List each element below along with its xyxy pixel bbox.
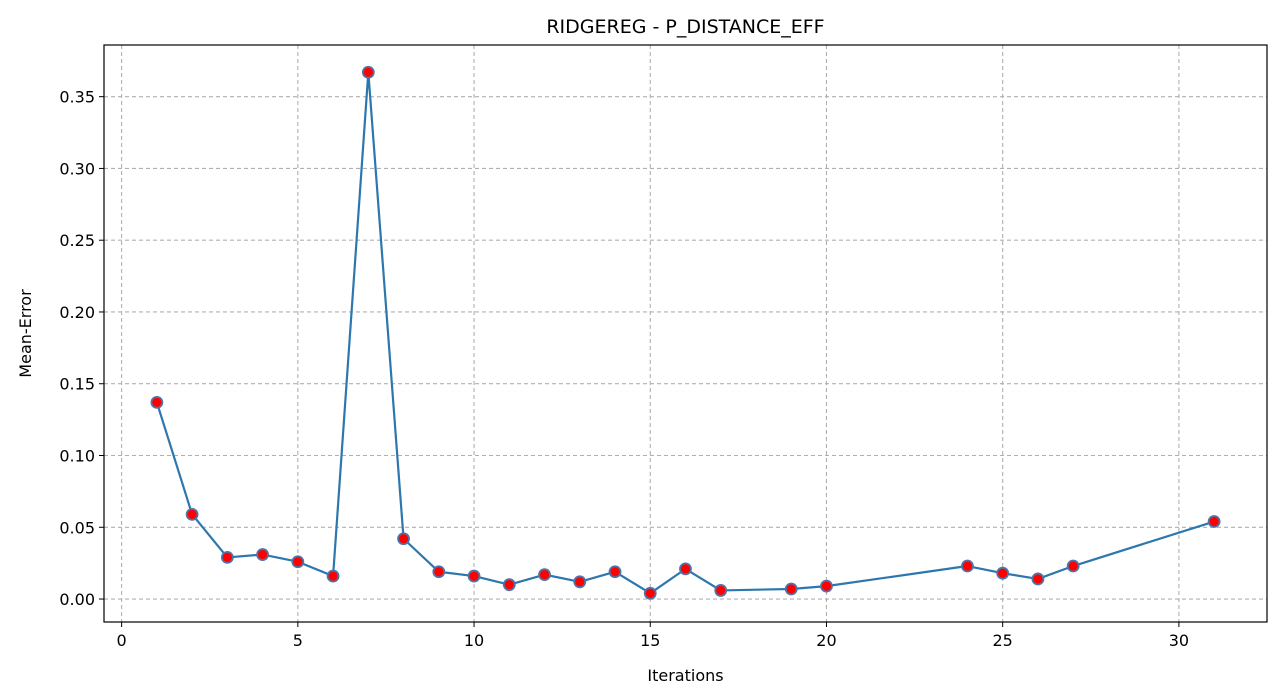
data-point bbox=[502, 578, 516, 592]
y-tick-label: 0.20 bbox=[59, 303, 95, 322]
data-point bbox=[185, 507, 199, 521]
y-tick-label: 0.35 bbox=[59, 88, 95, 107]
data-point bbox=[538, 568, 551, 582]
data-point bbox=[361, 65, 375, 79]
data-point bbox=[961, 559, 974, 573]
x-tick-label: 20 bbox=[816, 631, 836, 650]
series-line-group bbox=[155, 71, 1215, 595]
x-tick-label: 30 bbox=[1169, 631, 1189, 650]
data-point bbox=[326, 569, 340, 583]
data-point bbox=[608, 565, 622, 579]
x-tick-label: 0 bbox=[117, 631, 127, 650]
data-point bbox=[573, 575, 587, 589]
series-line bbox=[155, 71, 1215, 595]
y-tick-label: 0.00 bbox=[59, 590, 95, 609]
x-axis-title: Iterations bbox=[647, 666, 723, 685]
data-point bbox=[397, 532, 410, 546]
y-axis-title: Mean-Error bbox=[16, 289, 35, 378]
data-point bbox=[643, 586, 657, 600]
data-point bbox=[714, 584, 728, 597]
x-tick-label: 10 bbox=[464, 631, 484, 650]
data-point bbox=[996, 566, 1010, 580]
data-point bbox=[256, 548, 269, 561]
grid bbox=[104, 45, 1267, 622]
data-point bbox=[1031, 572, 1045, 586]
data-point bbox=[820, 579, 833, 593]
x-tick-label: 5 bbox=[293, 631, 303, 650]
y-tick-label: 0.05 bbox=[59, 518, 95, 537]
data-point bbox=[220, 551, 234, 564]
data-point bbox=[291, 555, 305, 569]
y-tick-label: 0.30 bbox=[59, 159, 95, 178]
x-tick-label: 15 bbox=[640, 631, 660, 650]
data-points bbox=[150, 65, 1221, 600]
data-point bbox=[1207, 515, 1221, 528]
axis-ticks: 0 5 10 15 20 25 30 0.00 0.05 0.10 0.15 0.20 0.25 0.30… bbox=[59, 88, 1189, 650]
data-point bbox=[1066, 559, 1080, 573]
data-point bbox=[432, 565, 446, 579]
x-tick-label: 25 bbox=[993, 631, 1013, 650]
y-tick-label: 0.15 bbox=[59, 375, 95, 394]
data-point bbox=[467, 569, 481, 583]
y-tick-label: 0.10 bbox=[59, 447, 95, 466]
chart-title: RIDGEREG - P_DISTANCE_EFF bbox=[546, 16, 824, 38]
y-tick-label: 0.25 bbox=[59, 231, 95, 250]
data-point bbox=[150, 395, 164, 409]
data-point bbox=[784, 582, 798, 596]
data-point bbox=[679, 562, 692, 576]
plot-area-frame bbox=[103, 44, 1268, 623]
